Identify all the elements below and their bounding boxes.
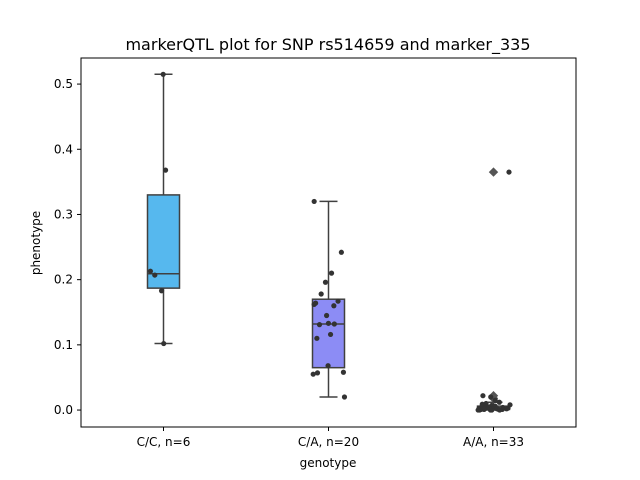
y-tick-label: 0.4 [54,142,73,156]
box-group [476,167,511,411]
x-tick-label: C/C, n=6 [137,435,191,449]
data-point [487,407,494,413]
data-point [331,303,337,309]
data-point [324,312,330,319]
plot-area [146,71,513,413]
box-iqr [146,194,181,289]
data-point [331,321,337,327]
data-point [314,335,320,341]
y-tick-label: 0.5 [54,77,73,91]
data-point [313,300,319,306]
y-tick-label: 0.1 [54,338,73,352]
data-point [162,167,169,173]
data-point [492,397,498,403]
y-axis-label: phenotype [29,211,43,275]
data-point [152,272,158,278]
data-point [480,393,486,399]
data-point [497,407,503,413]
y-tick-label: 0.0 [54,403,73,417]
data-point [322,279,329,285]
data-point [318,291,324,297]
data-point [160,71,166,77]
strip-points [310,198,348,400]
strip-points [475,169,513,413]
data-point [335,298,341,304]
data-point [311,198,317,205]
x-axis: C/C, n=6 C/A, n=20 A/A, n=33 [137,427,524,449]
y-axis: 0.0 0.1 0.2 0.3 0.4 0.5 [54,77,81,417]
data-point [325,363,331,369]
data-point [341,394,348,400]
data-point [488,394,494,400]
data-point [340,369,347,375]
chart-title: markerQTL plot for SNP rs514659 and mark… [125,35,530,55]
data-point [496,399,502,405]
data-point [481,406,487,412]
data-point [338,249,344,255]
outlier-marker [488,167,499,177]
data-point [316,322,323,328]
x-tick-label: C/A, n=20 [298,435,359,449]
data-point [147,268,154,274]
box-group [146,73,181,345]
data-point [161,340,167,347]
data-point [328,270,335,276]
strip-points [147,71,169,347]
y-tick-label: 0.3 [54,207,73,221]
data-point [506,169,512,175]
data-point [314,370,321,376]
x-axis-label: genotype [300,456,357,470]
data-point [475,407,481,413]
y-tick-label: 0.2 [54,273,73,287]
data-point [503,406,510,412]
data-point [325,320,332,326]
x-tick-label: A/A, n=33 [463,435,524,449]
data-point [158,288,165,294]
data-point [310,371,316,377]
data-point [327,331,334,338]
